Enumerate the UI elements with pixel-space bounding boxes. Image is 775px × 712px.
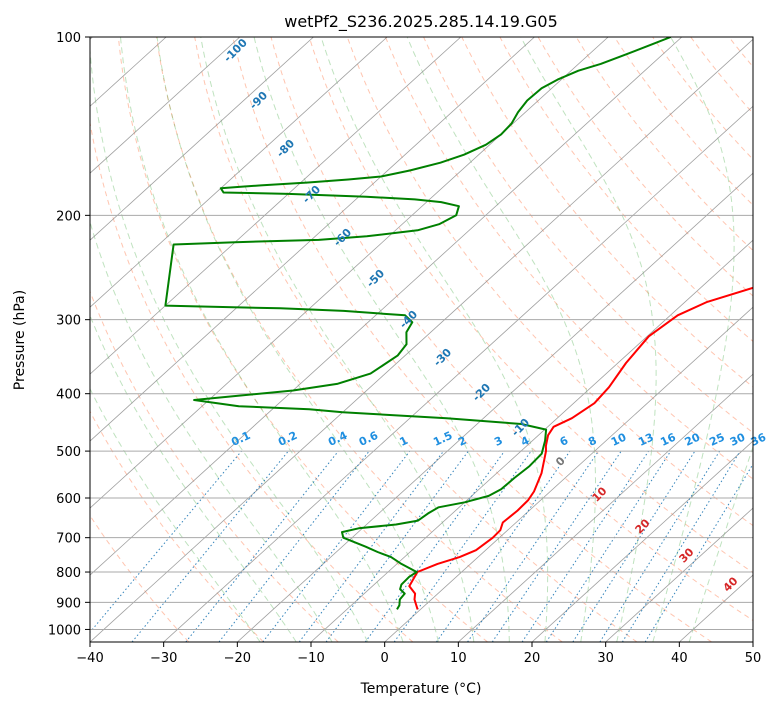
y-tick-label: 800	[56, 566, 81, 581]
x-tick-label: −40	[76, 651, 103, 666]
x-tick-label: 30	[597, 651, 614, 666]
y-tick-label: 700	[56, 532, 81, 547]
y-tick-label: 300	[56, 314, 81, 329]
x-tick-label: 50	[745, 651, 762, 666]
y-tick-label: 900	[56, 596, 81, 611]
y-tick-label: 500	[56, 445, 81, 460]
y-tick-label: 100	[56, 31, 81, 46]
y-tick-label: 600	[56, 492, 81, 507]
x-axis-label: Temperature (°C)	[360, 681, 482, 697]
y-axis-label: Pressure (hPa)	[12, 290, 28, 390]
x-tick-label: 0	[381, 651, 389, 666]
chart-title: wetPf2_S236.2025.285.14.19.G05	[284, 12, 558, 32]
x-tick-label: −20	[224, 651, 251, 666]
x-tick-label: 40	[671, 651, 688, 666]
x-tick-label: 10	[450, 651, 467, 666]
y-tick-label: 200	[56, 209, 81, 224]
x-tick-label: 20	[524, 651, 541, 666]
x-tick-label: −30	[150, 651, 177, 666]
y-tick-label: 400	[56, 388, 81, 403]
y-tick-label: 1000	[48, 623, 81, 638]
x-tick-label: −10	[297, 651, 324, 666]
